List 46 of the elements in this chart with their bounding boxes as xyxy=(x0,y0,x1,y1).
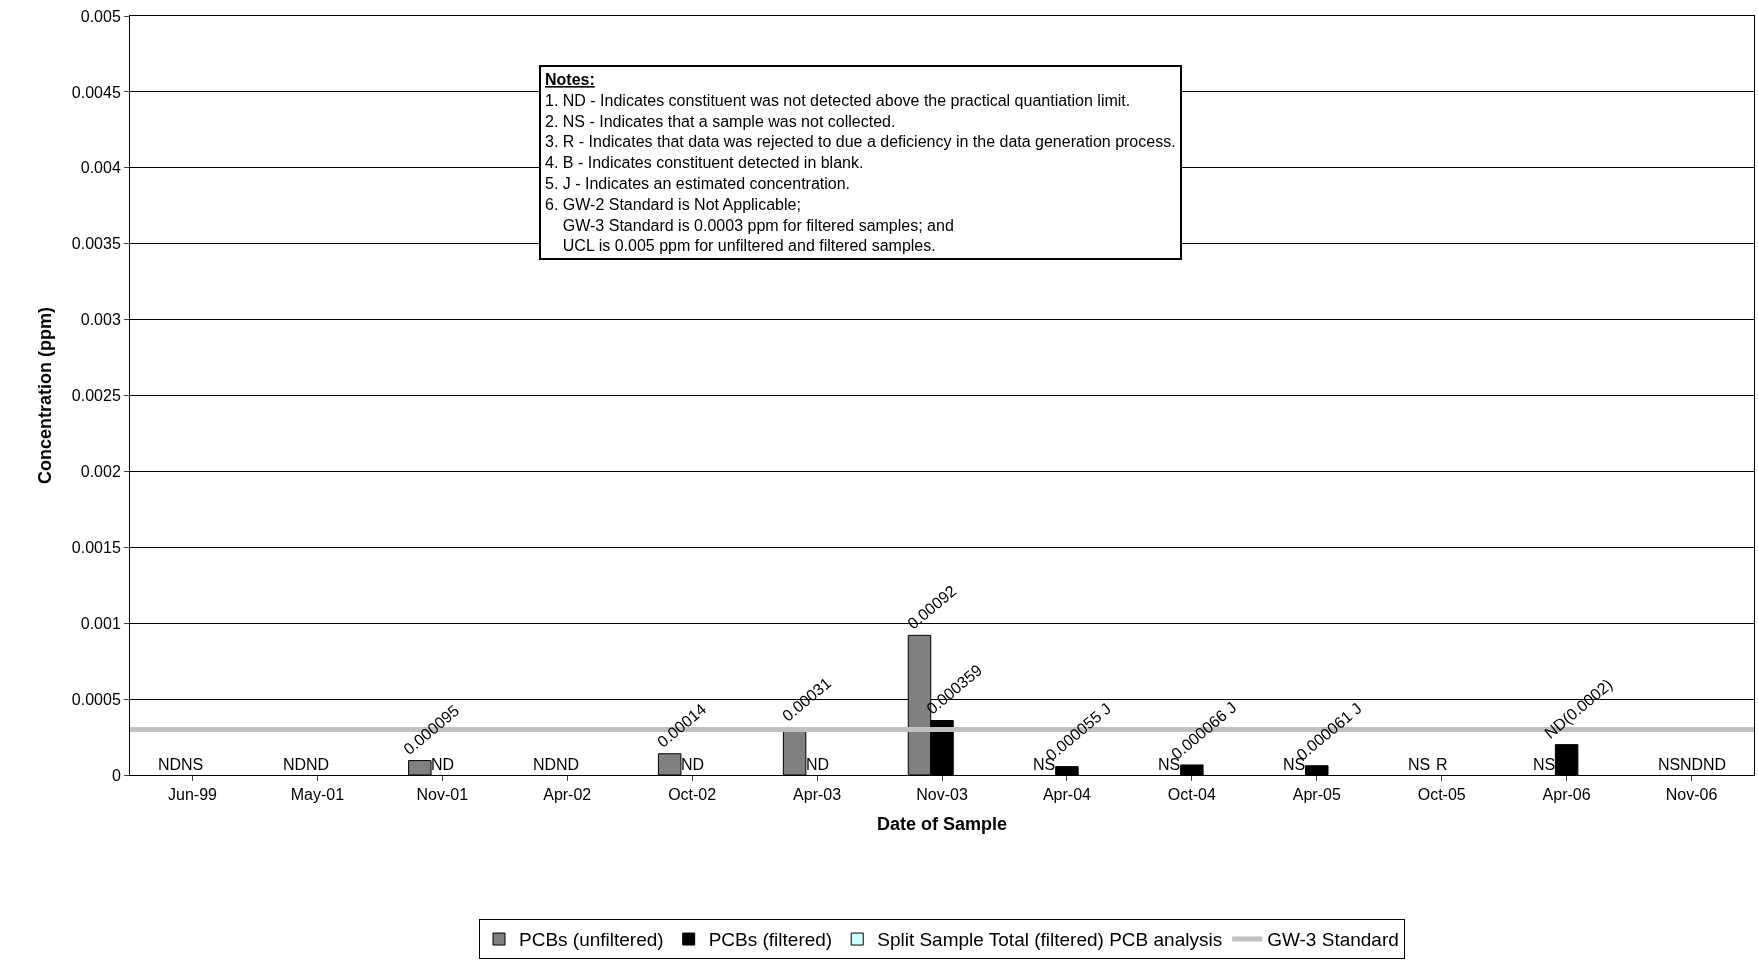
x-tick-label: Apr-05 xyxy=(1292,786,1341,804)
text: ND xyxy=(1680,756,1704,773)
text: NS xyxy=(1408,756,1431,773)
text: ND xyxy=(158,756,182,773)
text: ND xyxy=(681,756,705,773)
text: Notes: 1. ND - Indicates constituent was not detected above the practical quantiation limit. 2. NS - Indicates that a sample was not collected. 3. R - Indicates that data was rejected to due a deficiency in the data generation process. 4. B - Indicates constituent detected in blank. 5. J - Indicates an estimated concentration. 6. GW-2 Standard is Not Applicable; GW-3 Standard is 0.0003 ppm for filtered samples; and UCL is 0.005 ppm for unfiltered and filtered samples. xyxy=(545,71,1176,255)
text: ND xyxy=(556,756,580,773)
text: ND xyxy=(1703,756,1727,773)
x-tick-label: Apr-04 xyxy=(1042,786,1092,804)
y-tick-label: 0.003 xyxy=(80,311,121,329)
legend-label: PCBs (filtered) xyxy=(708,929,833,951)
legend-label: GW-3 Standard xyxy=(1267,929,1399,951)
y-tick-label: 0.002 xyxy=(80,463,121,480)
y-tick-label: 0.004 xyxy=(80,159,121,177)
x-tick-label: Apr-02 xyxy=(543,786,592,804)
x-tick-label: Oct-02 xyxy=(668,786,717,804)
text: NS xyxy=(1533,756,1556,773)
text: NS xyxy=(1658,756,1681,773)
text: ND xyxy=(306,756,330,773)
x-axis-title: Date of Sample xyxy=(876,814,1008,835)
legend-label: PCBs (unfiltered) xyxy=(519,929,664,951)
text: R xyxy=(1436,756,1448,773)
text: ND xyxy=(431,756,455,773)
x-tick-label: Nov-03 xyxy=(916,786,968,804)
x-tick-label: Nov-06 xyxy=(1665,786,1718,804)
y-tick-label: 0.0025 xyxy=(71,387,121,405)
x-tick-label: Oct-05 xyxy=(1417,786,1466,804)
y-tick-label: 0.005 xyxy=(80,7,121,25)
y-tick-label: 0.0045 xyxy=(71,83,121,101)
y-tick-label: 0.0005 xyxy=(71,690,121,708)
legend-label: Split Sample Total (filtered) PCB analysis xyxy=(877,929,1223,951)
text: ND xyxy=(806,756,830,773)
text: ND xyxy=(533,756,557,773)
y-axis-title: Concentration (ppm) xyxy=(35,307,56,484)
y-tick-label: 0.0035 xyxy=(71,235,121,253)
x-tick-label: Nov-01 xyxy=(416,786,469,804)
x-tick-label: Apr-03 xyxy=(793,786,842,804)
x-tick-label: Jun-99 xyxy=(168,786,218,804)
text: NS xyxy=(181,756,204,773)
text: ND xyxy=(283,756,307,773)
x-tick-label: Oct-04 xyxy=(1167,786,1216,804)
x-tick-label: May-01 xyxy=(290,786,345,804)
y-tick-label: 0.001 xyxy=(80,614,121,632)
x-tick-label: Apr-06 xyxy=(1542,786,1591,804)
y-tick-label: 0 xyxy=(111,766,121,784)
y-tick-label: 0.0015 xyxy=(71,538,121,556)
